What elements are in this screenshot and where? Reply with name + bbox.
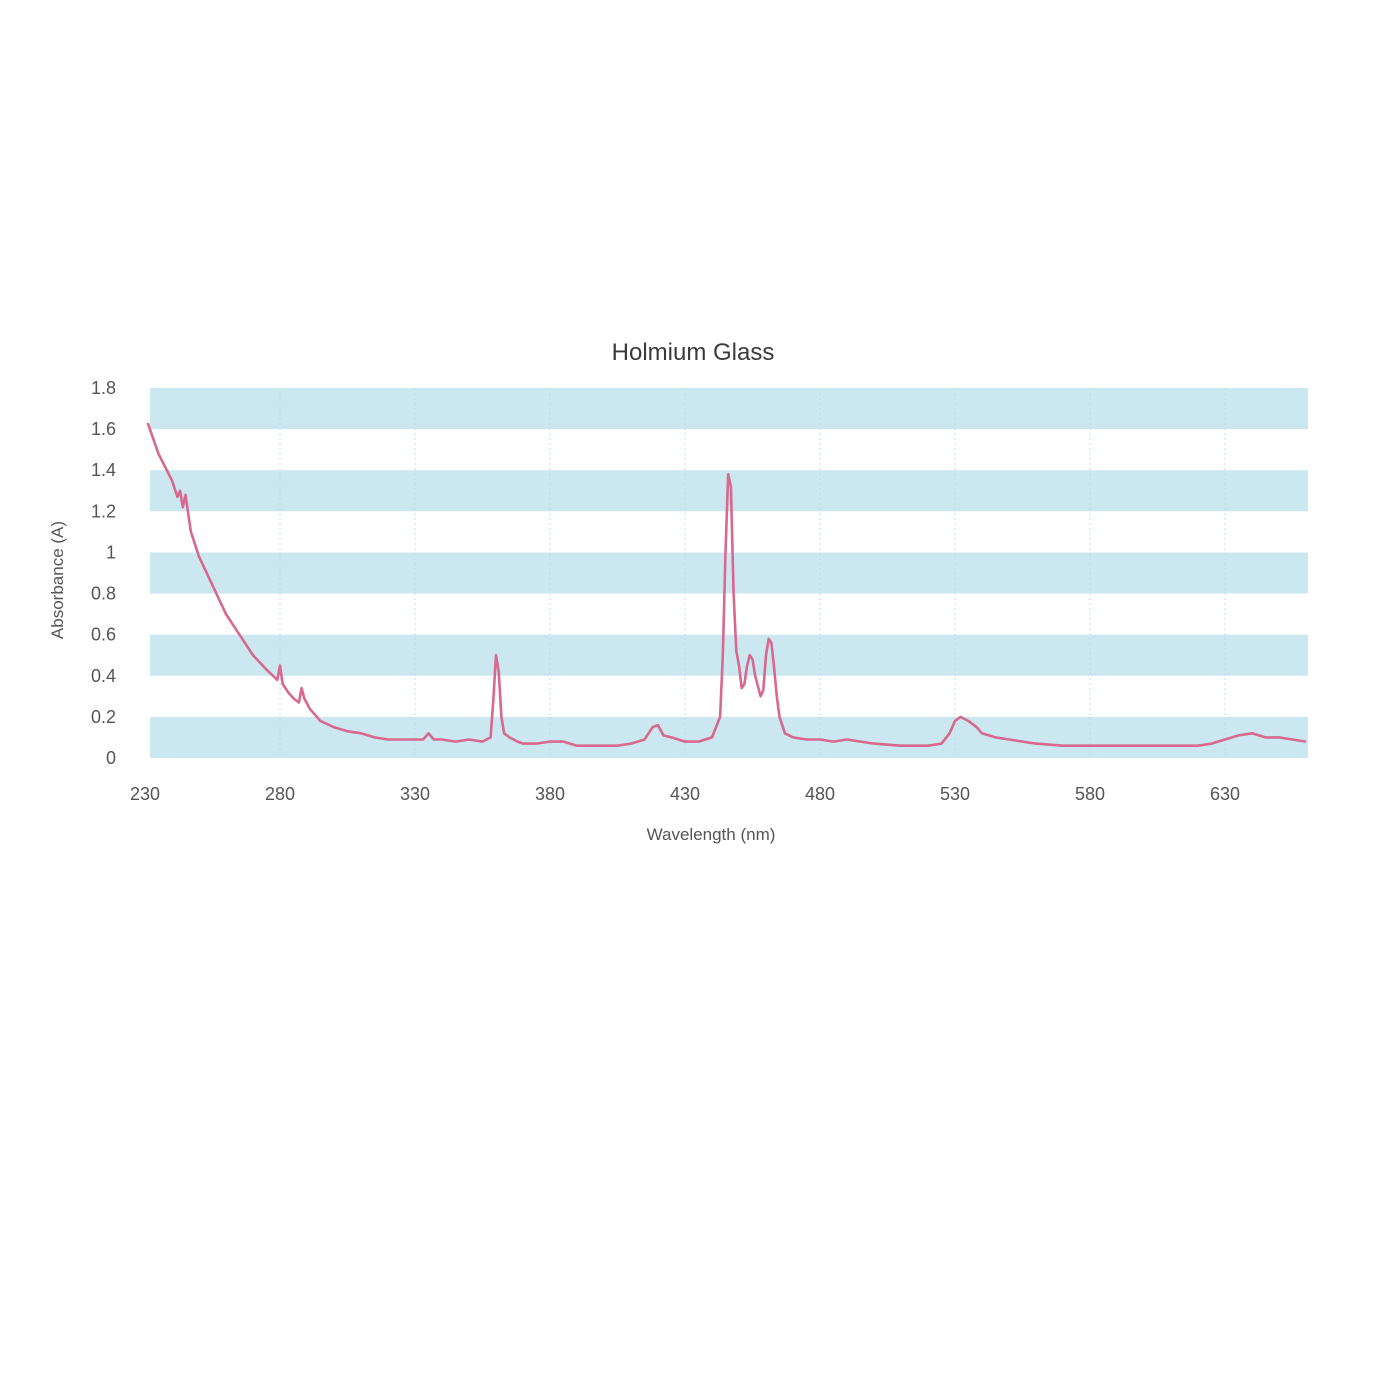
- chart-title: Holmium Glass: [612, 339, 775, 366]
- y-tick-label: 0.2: [91, 707, 116, 727]
- y-axis-ticks: 0 0.2 0.4 0.6 0.8 1 1.2 1.4 1.6 1.8: [91, 378, 116, 768]
- y-tick-label: 1.4: [91, 460, 116, 480]
- absorbance-series-line: [146, 422, 1307, 747]
- y-tick-label: 1.2: [91, 501, 116, 521]
- band-1: [150, 634, 1308, 676]
- x-tick-label: 630: [1210, 784, 1240, 804]
- y-axis-label: Absorbance (A): [48, 521, 67, 639]
- x-axis-label: Wavelength (nm): [647, 825, 776, 844]
- y-tick-label: 0.6: [91, 625, 116, 645]
- y-tick-label: 1: [106, 542, 116, 562]
- y-tick-label: 1.6: [91, 419, 116, 439]
- x-axis-ticks: 230 280 330 380 430 480 530 580 630: [130, 784, 1240, 804]
- x-tick-label: 430: [670, 784, 700, 804]
- band-2: [150, 552, 1308, 594]
- x-tick-label: 380: [535, 784, 565, 804]
- band-0: [150, 716, 1308, 758]
- y-tick-label: 0.4: [91, 666, 116, 686]
- x-tick-label: 280: [265, 784, 295, 804]
- band-4: [150, 388, 1308, 430]
- y-tick-label: 0.8: [91, 584, 116, 604]
- x-tick-label: 230: [130, 784, 160, 804]
- x-tick-label: 480: [805, 784, 835, 804]
- background-bands: [150, 388, 1308, 758]
- vertical-gridlines: [279, 388, 1226, 758]
- x-tick-label: 580: [1075, 784, 1105, 804]
- x-tick-label: 330: [400, 784, 430, 804]
- x-tick-label: 530: [940, 784, 970, 804]
- y-tick-label: 1.8: [91, 378, 116, 398]
- y-tick-label: 0: [106, 748, 116, 768]
